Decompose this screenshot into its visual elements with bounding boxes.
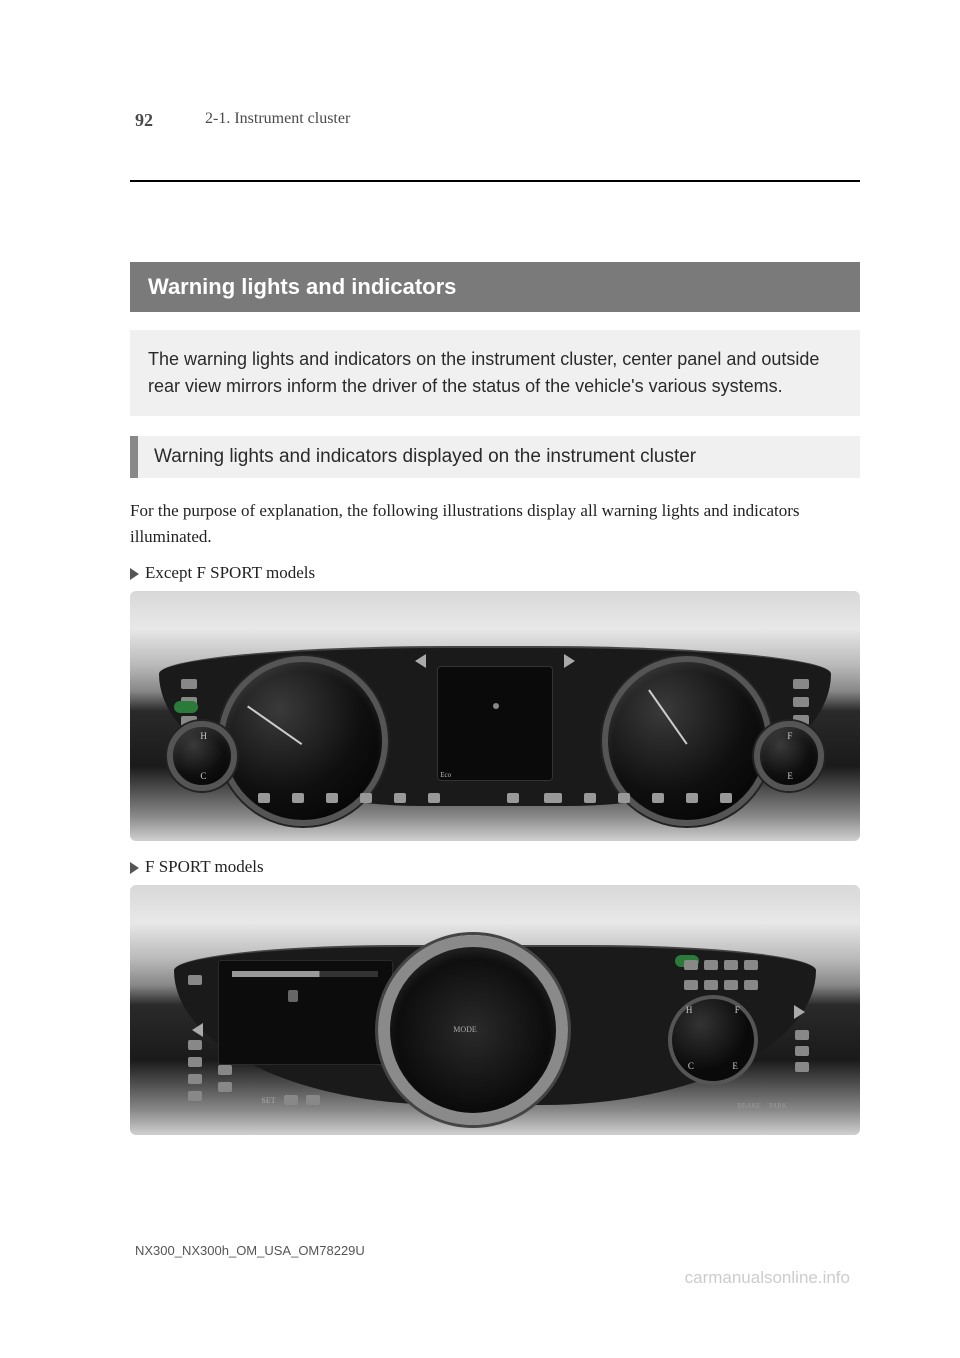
- page-number: 92: [135, 110, 153, 131]
- check-engine-icon: [795, 1046, 809, 1056]
- subsection-header: Warning lights and indicators displayed …: [130, 436, 860, 478]
- gauge-needle: [247, 705, 303, 745]
- sg-c-label: C: [688, 1061, 694, 1071]
- cluster-figure-standard: H C F E Eco: [130, 591, 860, 841]
- left-indicator-column: [188, 975, 202, 985]
- section-header: Warning lights and indicators: [130, 262, 860, 312]
- hold-icon: [724, 960, 738, 970]
- lda-icon: [507, 793, 519, 803]
- bottom-icon-row: [247, 785, 451, 811]
- rcta-off-icon: [181, 679, 197, 689]
- hold-icon: [793, 697, 809, 707]
- turn-signal-right-icon: [564, 654, 575, 668]
- warning-icon: [258, 793, 270, 803]
- srs-icon: [218, 1082, 232, 1092]
- intro-description: The warning lights and indicators on the…: [130, 330, 860, 416]
- abs-icon: [360, 793, 372, 803]
- tpms-icon: [188, 1074, 202, 1084]
- left-indicator-column-3: [218, 1065, 232, 1092]
- cluster-figure-fsport: MODE H F C E: [130, 885, 860, 1135]
- cruise-set-icon: [284, 1095, 298, 1105]
- header-rule: [130, 180, 860, 182]
- turn-signal-left-icon: [192, 1023, 203, 1037]
- right-indicator-column: [795, 1030, 809, 1072]
- brake-label: BRAKE: [737, 1102, 761, 1110]
- right-indicator-stack: [786, 679, 816, 725]
- sg-f-label: F: [735, 1005, 740, 1015]
- variant-a-text: Except F SPORT models: [145, 563, 315, 582]
- watermark-text: carmanualsonline.info: [685, 1268, 850, 1288]
- fog-icon: [744, 980, 758, 990]
- p-hold-icon: [744, 960, 758, 970]
- rcta-off-icon: [188, 1057, 202, 1067]
- bottom-right-labels: BRAKE PARK: [737, 1102, 787, 1110]
- eco-label: Eco: [440, 771, 451, 779]
- variant-a-label: Except F SPORT models: [130, 563, 860, 583]
- triangle-bullet-icon: [130, 568, 139, 580]
- top-right-icon-row: [684, 960, 758, 970]
- fuel-f-label: F: [787, 731, 792, 741]
- temp-fuel-gauge: H F C E: [668, 995, 758, 1085]
- headlight-icon: [584, 793, 596, 803]
- center-display: [437, 666, 554, 781]
- abs-icon: [795, 1062, 809, 1072]
- center-indicator-icon: [493, 703, 499, 709]
- mode-label: MODE: [453, 1025, 477, 1034]
- fuel-e-label: E: [787, 771, 793, 781]
- battery-icon: [188, 975, 202, 985]
- set-label: SET: [261, 1096, 275, 1105]
- lda-icon: [704, 980, 718, 990]
- check-engine-icon: [652, 793, 664, 803]
- triangle-bullet-icon: [130, 862, 139, 874]
- eco-badge-icon: [174, 701, 198, 713]
- gauge-needle: [648, 689, 688, 745]
- headlight-icon: [724, 980, 738, 990]
- variant-b-label: F SPORT models: [130, 857, 860, 877]
- auto-icon: [704, 960, 718, 970]
- auto-high-beam-icon: [618, 793, 630, 803]
- turn-signal-right-icon: [794, 1005, 805, 1019]
- temp-c-label: C: [200, 771, 206, 781]
- srs-icon: [686, 793, 698, 803]
- variant-b-text: F SPORT models: [145, 857, 264, 876]
- bottom-left-row: SET: [261, 1095, 465, 1105]
- caution-icon: [326, 793, 338, 803]
- footer-document-code: NX300_NX300h_OM_USA_OM78229U: [135, 1243, 365, 1258]
- turn-signal-left-icon: [415, 654, 426, 668]
- info-bar: [232, 971, 378, 977]
- pcs-off-icon: [218, 1065, 232, 1075]
- temp-gauge: H C: [167, 721, 237, 791]
- seatbelt-icon: [288, 990, 298, 1002]
- right-icon-row-2: [684, 980, 758, 990]
- tpms-icon: [720, 793, 732, 803]
- park-label: PARK: [769, 1102, 787, 1110]
- sg-e-label: E: [732, 1061, 738, 1071]
- brake-icon: [292, 793, 304, 803]
- fog-icon: [550, 793, 562, 803]
- fuel-gauge: F E: [754, 721, 824, 791]
- slip-icon: [684, 980, 698, 990]
- pcs-off-icon: [793, 679, 809, 689]
- fuel-icon: [795, 1030, 809, 1040]
- park-icon: [394, 793, 406, 803]
- temp-h-label: H: [200, 731, 207, 741]
- sg-h-label: H: [686, 1005, 693, 1015]
- body-paragraph: For the purpose of explanation, the foll…: [130, 498, 860, 549]
- left-indicator-column-2: [188, 1040, 202, 1101]
- steering-icon: [428, 793, 440, 803]
- bottom-icon-row-right: [539, 785, 743, 811]
- chapter-reference: 2-1. Instrument cluster: [205, 110, 350, 128]
- cruise-icon: [684, 960, 698, 970]
- bsm-icon: [188, 1040, 202, 1050]
- caution-icon: [188, 1091, 202, 1101]
- radar-icon: [306, 1095, 320, 1105]
- left-info-display: [218, 960, 393, 1065]
